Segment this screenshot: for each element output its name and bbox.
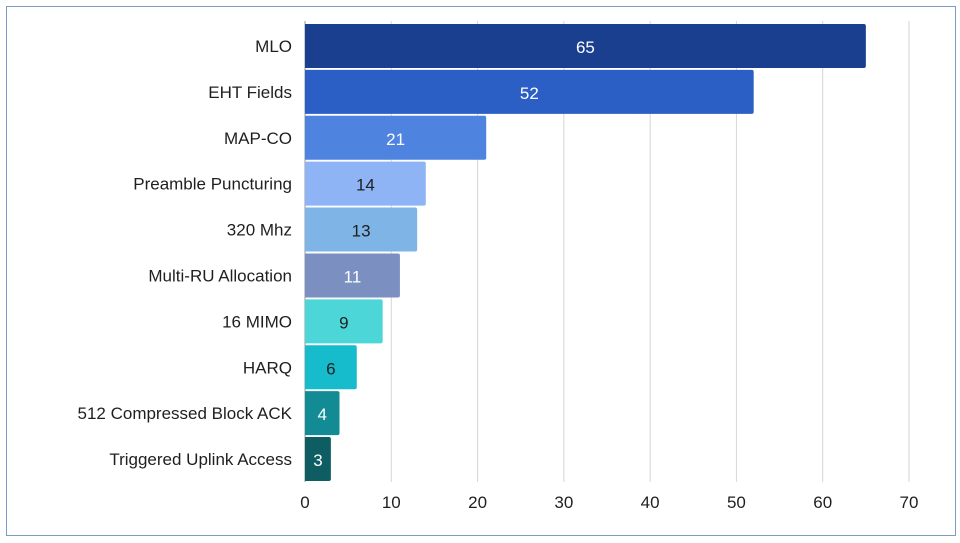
data-label: 6 [326,359,335,378]
x-tick-label: 40 [641,493,660,512]
chart-frame: MLO EHT Fields MAP-CO Preamble Puncturing 32… [6,6,956,536]
data-label: 3 [313,451,322,470]
x-tick-label: 50 [727,493,746,512]
category-label: MAP-CO [224,129,292,148]
category-label: 320 Mhz [227,221,292,240]
category-labels: MLO EHT Fields MAP-CO Preamble Puncturing 32… [78,37,293,469]
data-labels: 65 52 21 14 13 11 9 6 4 3 [313,38,595,470]
data-label: 9 [339,313,348,332]
bar-preamble-puncturing [305,161,426,206]
x-tick-label: 30 [554,493,573,512]
bars [305,23,866,482]
bar-16-mimo [305,299,383,344]
data-label: 14 [356,176,375,195]
x-tick-label: 10 [382,493,401,512]
data-label: 21 [386,130,405,149]
data-label: 11 [344,267,362,286]
bar-320-mhz [305,207,418,252]
x-tick-label: 20 [468,493,487,512]
x-tick-label: 60 [813,493,832,512]
x-tick-label: 0 [300,493,309,512]
bar-eht-fields [305,69,754,114]
category-label: EHT Fields [208,83,292,102]
category-label: Multi-RU Allocation [148,266,292,285]
data-label: 65 [576,38,595,57]
category-label: 16 MIMO [222,312,292,331]
category-label: 512 Compressed Block ACK [78,404,293,423]
bar-map-co [305,115,487,160]
data-label: 4 [318,405,327,424]
category-label: Triggered Uplink Access [109,450,292,469]
x-tick-label: 70 [900,493,919,512]
bar-harq [305,345,357,390]
category-label: HARQ [243,358,292,377]
bar-triggered-uplink-access [305,437,331,482]
category-label: MLO [255,37,292,56]
category-label: Preamble Puncturing [133,175,292,194]
bar-multi-ru-allocation [305,253,400,298]
bar-512-compressed-block-ack [305,391,340,436]
x-tick-labels: 0 10 20 30 40 50 60 70 [300,493,918,512]
data-label: 13 [352,222,371,241]
bar-mlo [305,23,866,68]
data-label: 52 [520,84,539,103]
